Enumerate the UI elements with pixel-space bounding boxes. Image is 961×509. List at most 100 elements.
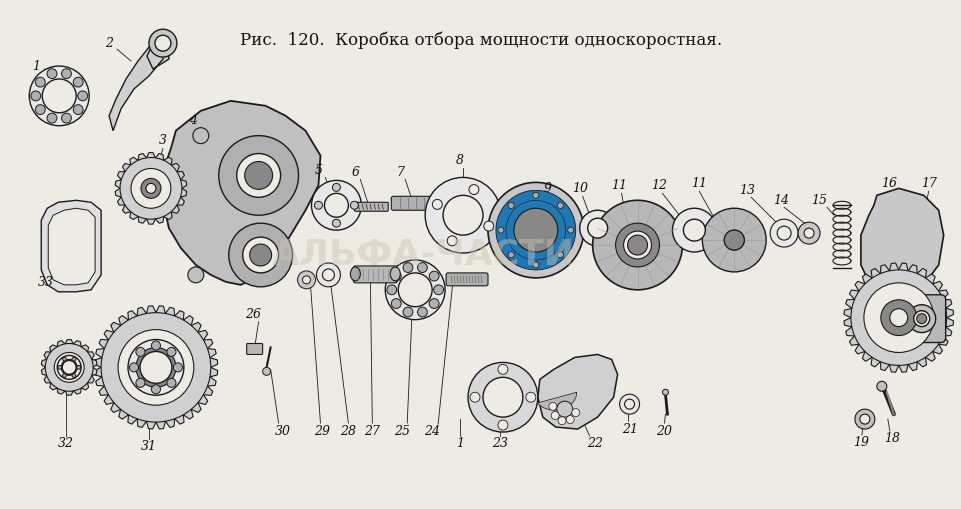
Circle shape	[443, 195, 482, 235]
Circle shape	[624, 399, 634, 409]
Circle shape	[136, 347, 145, 356]
Circle shape	[297, 271, 315, 289]
Circle shape	[31, 91, 40, 101]
Circle shape	[314, 201, 322, 209]
Circle shape	[571, 409, 579, 416]
Text: 29: 29	[314, 425, 331, 438]
Circle shape	[72, 357, 76, 361]
Circle shape	[78, 91, 87, 101]
Circle shape	[468, 362, 537, 432]
Polygon shape	[115, 153, 186, 224]
Circle shape	[498, 227, 504, 233]
Circle shape	[350, 201, 358, 209]
Circle shape	[302, 276, 310, 284]
Circle shape	[42, 79, 76, 113]
Circle shape	[250, 244, 271, 266]
Polygon shape	[109, 29, 169, 131]
Circle shape	[431, 200, 442, 209]
FancyBboxPatch shape	[391, 196, 436, 210]
Circle shape	[166, 378, 176, 387]
Circle shape	[333, 219, 340, 227]
Text: 5: 5	[314, 164, 322, 177]
Circle shape	[391, 299, 401, 308]
Circle shape	[724, 230, 744, 250]
Circle shape	[151, 385, 160, 394]
Circle shape	[556, 401, 572, 417]
Circle shape	[417, 263, 427, 272]
Circle shape	[120, 157, 182, 219]
Polygon shape	[537, 392, 577, 410]
Circle shape	[73, 105, 83, 115]
Polygon shape	[162, 101, 320, 285]
Circle shape	[483, 221, 493, 231]
Polygon shape	[537, 354, 617, 429]
Circle shape	[192, 128, 209, 144]
Circle shape	[141, 179, 160, 199]
Circle shape	[916, 314, 925, 324]
Text: 19: 19	[852, 436, 868, 449]
Circle shape	[62, 69, 71, 78]
Circle shape	[386, 285, 396, 295]
Text: 14: 14	[773, 194, 788, 207]
Circle shape	[433, 285, 443, 295]
Ellipse shape	[390, 267, 400, 281]
Text: 3: 3	[159, 134, 167, 147]
Circle shape	[47, 69, 57, 78]
Circle shape	[54, 352, 84, 382]
Circle shape	[229, 223, 292, 287]
Circle shape	[36, 77, 45, 87]
Circle shape	[36, 105, 45, 115]
Circle shape	[101, 313, 210, 422]
Circle shape	[557, 203, 563, 209]
Text: 30: 30	[274, 425, 290, 438]
Circle shape	[907, 305, 935, 332]
Text: 27: 27	[364, 425, 380, 438]
Circle shape	[627, 235, 647, 255]
FancyBboxPatch shape	[446, 273, 487, 286]
Circle shape	[470, 392, 480, 402]
Circle shape	[592, 201, 681, 290]
Circle shape	[425, 178, 501, 253]
Circle shape	[513, 208, 557, 252]
Circle shape	[579, 210, 615, 246]
FancyBboxPatch shape	[353, 266, 397, 283]
Circle shape	[889, 308, 907, 327]
Circle shape	[507, 252, 513, 258]
Circle shape	[623, 231, 651, 259]
Polygon shape	[48, 208, 95, 285]
Circle shape	[557, 252, 563, 258]
Circle shape	[672, 208, 716, 252]
Circle shape	[324, 193, 348, 217]
Circle shape	[724, 230, 744, 250]
Circle shape	[29, 66, 89, 126]
Text: 11: 11	[611, 179, 627, 192]
Text: 25: 25	[394, 425, 409, 438]
Circle shape	[623, 231, 651, 259]
Circle shape	[417, 307, 427, 317]
Circle shape	[45, 344, 93, 391]
Circle shape	[62, 374, 66, 378]
Circle shape	[803, 228, 813, 238]
Circle shape	[587, 218, 607, 238]
Text: 20: 20	[655, 425, 672, 438]
Circle shape	[682, 219, 704, 241]
Circle shape	[58, 365, 62, 369]
Circle shape	[551, 411, 558, 419]
Circle shape	[859, 414, 869, 424]
Circle shape	[322, 269, 334, 281]
Circle shape	[77, 365, 81, 369]
Text: 9: 9	[543, 182, 552, 195]
Text: 6: 6	[351, 166, 359, 179]
Circle shape	[770, 219, 798, 247]
Text: 21: 21	[621, 422, 637, 436]
FancyBboxPatch shape	[897, 295, 945, 343]
Circle shape	[498, 420, 507, 430]
Text: 7: 7	[396, 166, 404, 179]
Circle shape	[702, 208, 765, 272]
Circle shape	[854, 409, 874, 429]
Circle shape	[403, 307, 412, 317]
Circle shape	[128, 340, 184, 395]
Circle shape	[619, 394, 639, 414]
Text: 17: 17	[920, 177, 936, 190]
Circle shape	[262, 367, 270, 375]
